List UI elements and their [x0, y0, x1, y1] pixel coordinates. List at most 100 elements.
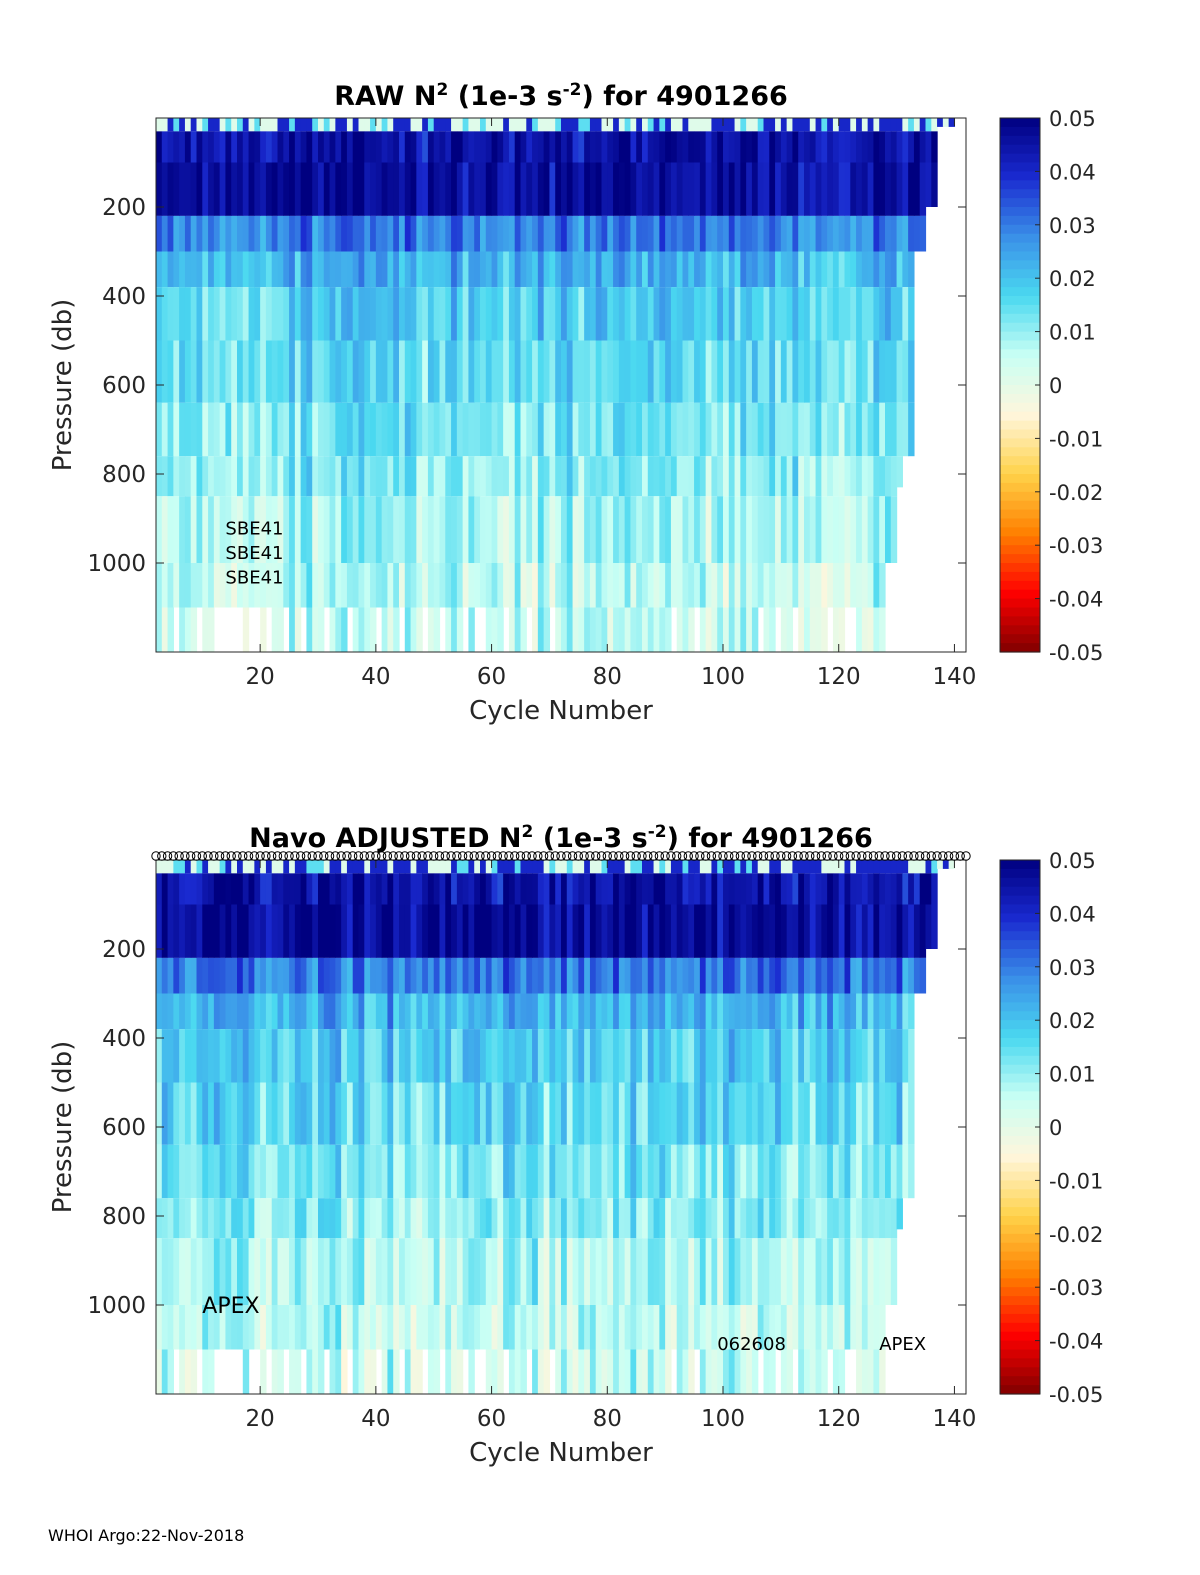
cycle-marker: [382, 851, 393, 861]
heatmap-cell: [416, 340, 423, 403]
heatmap-cell: [242, 496, 250, 563]
heatmap-cell: [520, 162, 527, 216]
heatmap-cell: [329, 904, 336, 958]
heatmap-cell: [908, 904, 915, 958]
heatmap-cell: [896, 860, 903, 874]
heatmap-cell: [670, 1238, 678, 1305]
heatmap-cell: [474, 1082, 481, 1145]
heatmap-cell: [208, 287, 215, 341]
heatmap-cell: [416, 873, 423, 905]
heatmap-cell: [445, 1029, 452, 1083]
heatmap-cell: [329, 215, 336, 252]
heatmap-cell: [838, 993, 846, 1030]
colorbar-segment: [1000, 367, 1040, 377]
heatmap-cell: [717, 1198, 724, 1239]
cycle-marker: [498, 851, 508, 861]
heatmap-cell: [439, 860, 446, 874]
heatmap-cell: [485, 607, 493, 652]
heatmap-cell: [242, 402, 250, 457]
heatmap-cell: [242, 607, 250, 652]
heatmap-cell: [196, 957, 203, 994]
heatmap-cell: [769, 496, 776, 563]
heatmap-cell: [179, 162, 186, 216]
cycle-marker: [562, 851, 572, 861]
heatmap-cell: [595, 993, 603, 1030]
heatmap-cell: [578, 957, 585, 994]
heatmap-cell: [838, 1029, 846, 1083]
heatmap-cell: [532, 131, 539, 163]
heatmap-cell: [821, 1305, 828, 1350]
heatmap-cell: [445, 287, 452, 341]
heatmap-cell: [462, 860, 470, 874]
heatmap-cell: [387, 1198, 394, 1239]
heatmap-cell: [815, 118, 822, 132]
heatmap-cell: [734, 993, 741, 1030]
heatmap-cell: [589, 1198, 597, 1239]
heatmap-cell: [804, 873, 811, 905]
heatmap-cell: [682, 1305, 689, 1350]
heatmap-cell: [705, 215, 713, 252]
heatmap-cell: [427, 993, 435, 1030]
heatmap-cell: [231, 1305, 238, 1350]
heatmap-cell: [190, 1198, 198, 1239]
heatmap-cell: [607, 607, 614, 652]
heatmap-cell: [225, 402, 232, 457]
heatmap-cell: [682, 402, 689, 457]
heatmap-cell: [890, 118, 898, 132]
colorbar-segment: [1000, 1385, 1040, 1395]
heatmap-cell: [584, 496, 591, 563]
heatmap-cell: [167, 456, 174, 497]
heatmap-cell: [161, 873, 169, 905]
heatmap-cell: [636, 496, 643, 563]
heatmap-cell: [647, 162, 655, 216]
heatmap-cell: [561, 607, 568, 652]
heatmap-cell: [821, 162, 828, 216]
heatmap-cell: [792, 904, 799, 958]
heatmap-cell: [775, 1305, 782, 1350]
heatmap-cell: [248, 993, 255, 1030]
heatmap-cell: [647, 993, 655, 1030]
heatmap-cell: [271, 1144, 279, 1199]
heatmap-cell: [271, 1082, 279, 1145]
heatmap-cell: [346, 496, 354, 563]
heatmap-cell: [827, 340, 834, 403]
heatmap-cell: [277, 1144, 284, 1199]
heatmap-cell: [167, 957, 174, 994]
cycle-marker: [197, 851, 207, 861]
heatmap-cell: [769, 402, 776, 457]
heatmap-cell: [827, 1305, 834, 1350]
heatmap-cell: [555, 873, 562, 905]
heatmap-cell: [370, 1082, 377, 1145]
heatmap-cell: [856, 456, 863, 497]
heatmap-cell: [786, 251, 794, 288]
heatmap-cell: [647, 1198, 655, 1239]
cycle-marker: [267, 851, 277, 861]
heatmap-cell: [578, 904, 585, 958]
heatmap-cell: [491, 563, 498, 608]
x-tick-label: 140: [932, 1406, 976, 1432]
heatmap-cell: [659, 873, 666, 905]
heatmap-cell: [636, 1082, 643, 1145]
heatmap-cell: [919, 904, 927, 958]
heatmap-cell: [283, 1082, 290, 1145]
heatmap-cell: [370, 402, 377, 457]
heatmap-cell: [607, 118, 614, 132]
heatmap-cell: [792, 162, 799, 216]
heatmap-cell: [642, 1305, 649, 1350]
heatmap-cell: [804, 118, 811, 132]
heatmap-cell: [364, 1198, 371, 1239]
heatmap-cell: [184, 1198, 192, 1239]
heatmap-cell: [798, 563, 805, 608]
heatmap-cell: [844, 1198, 851, 1239]
heatmap-cell: [613, 340, 620, 403]
heatmap-cell: [508, 496, 516, 563]
heatmap-cell: [346, 1144, 354, 1199]
heatmap-cell: [329, 251, 336, 288]
cycle-marker: [538, 851, 549, 861]
heatmap-cell: [607, 215, 614, 252]
heatmap-cell: [202, 1305, 209, 1350]
heatmap-cell: [352, 1144, 360, 1199]
heatmap-cell: [300, 873, 308, 905]
heatmap-cell: [572, 215, 579, 252]
heatmap-cell: [763, 496, 770, 563]
